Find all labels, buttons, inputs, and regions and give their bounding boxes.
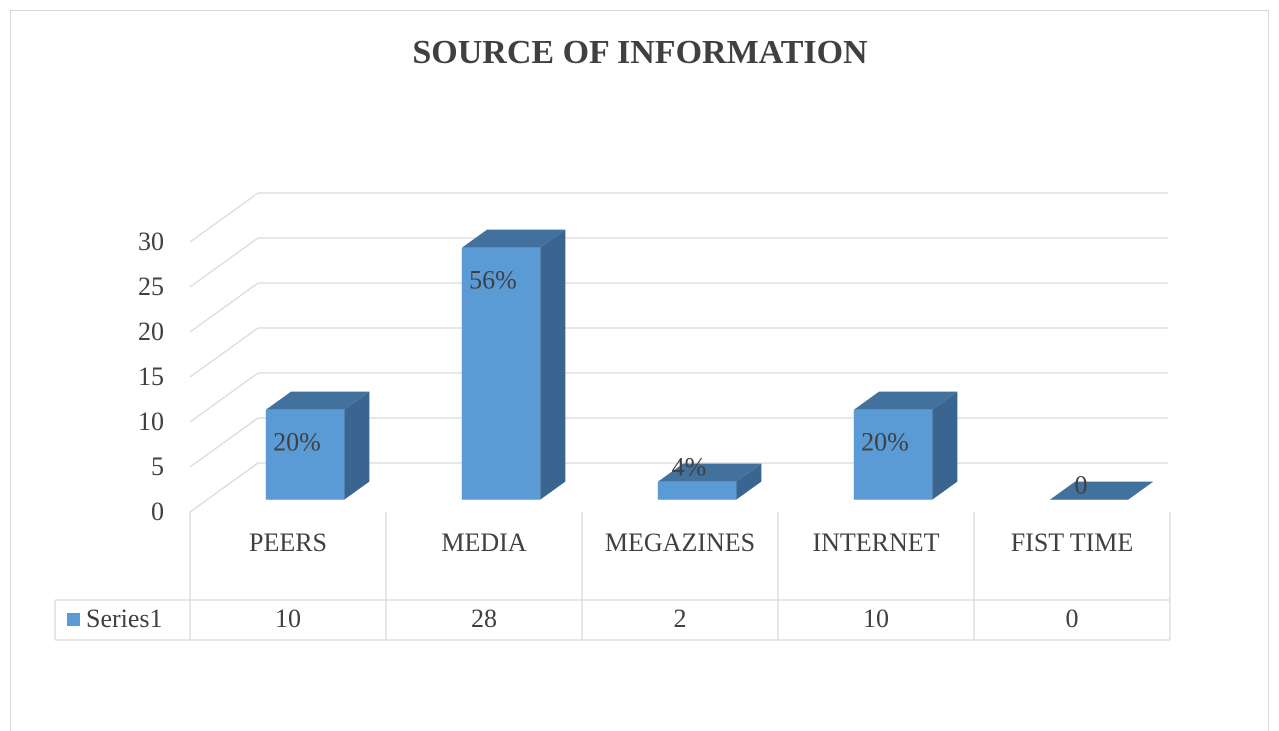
grid-line — [189, 282, 259, 333]
x-tick-label: MEGAZINES — [605, 528, 755, 557]
y-tick-label: 0 — [151, 497, 164, 526]
y-tick-label: 5 — [151, 452, 164, 481]
data-label: 20% — [273, 428, 321, 457]
bar-top — [657, 463, 762, 482]
bar — [461, 247, 541, 500]
data-label: 20% — [861, 428, 909, 457]
grid-line — [189, 192, 259, 243]
bar-side — [932, 391, 958, 500]
y-tick-label: 10 — [138, 407, 164, 436]
x-tick-label: PEERS — [249, 528, 327, 557]
bar — [657, 481, 737, 500]
data-label: 56% — [469, 266, 517, 295]
legend-label: Series1 — [86, 604, 163, 633]
data-label: 4% — [672, 453, 707, 482]
grid-line — [189, 237, 259, 288]
bar — [853, 409, 933, 500]
table-value: 10 — [275, 604, 301, 633]
grid-line — [189, 372, 259, 423]
grid-line — [189, 417, 259, 468]
table-value: 2 — [674, 604, 687, 633]
bar — [265, 409, 345, 500]
x-tick-label: FIST TIME — [1011, 528, 1134, 557]
x-tick-label: INTERNET — [812, 528, 939, 557]
y-tick-label: 15 — [138, 362, 164, 391]
y-tick-label: 20 — [138, 317, 164, 346]
x-tick-label: MEDIA — [441, 528, 526, 557]
bar-side — [540, 229, 566, 500]
table-value: 0 — [1066, 604, 1079, 633]
chart-border — [10, 10, 1269, 731]
grid-line — [189, 462, 259, 513]
data-label: 0 — [1075, 471, 1088, 500]
bar-side — [344, 391, 370, 500]
bar-top — [853, 391, 958, 410]
bar-top — [461, 229, 566, 248]
y-tick-label: 25 — [138, 272, 164, 301]
chart-title: SOURCE OF INFORMATION — [412, 34, 868, 71]
table-value: 10 — [863, 604, 889, 633]
bar-side — [736, 463, 762, 500]
table-value: 28 — [471, 604, 497, 633]
legend-swatch — [67, 613, 80, 626]
bar-top — [265, 391, 370, 410]
grid-line — [189, 327, 259, 378]
bar-top — [1049, 481, 1154, 500]
y-tick-label: 30 — [138, 227, 164, 256]
